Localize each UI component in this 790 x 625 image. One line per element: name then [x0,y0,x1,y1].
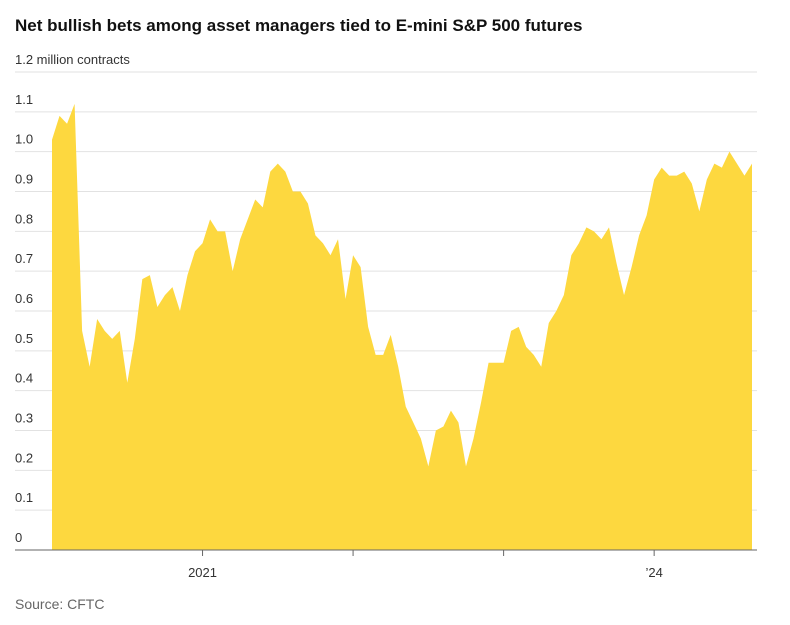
y-tick-label: 0.4 [15,371,33,386]
x-tick-label: ’24 [645,565,662,580]
y-tick-label: 0.3 [15,411,33,426]
chart-title: Net bullish bets among asset managers ti… [15,16,582,35]
y-tick-label: 0.5 [15,331,33,346]
y-tick-label: 1.0 [15,132,33,147]
y-tick-label: 0.8 [15,211,33,226]
x-tick-label: 2021 [188,565,217,580]
y-tick-label: 0.7 [15,251,33,266]
y-tick-label: 1.2 million contracts [15,52,130,67]
y-tick-label: 0.1 [15,490,33,505]
y-tick-label: 0.9 [15,172,33,187]
y-tick-label: 0 [15,530,22,545]
y-tick-label: 0.6 [15,291,33,306]
area [52,103,752,550]
y-tick-label: 0.2 [15,450,33,465]
y-tick-label: 1.1 [15,92,33,107]
source: Source: CFTC [15,596,104,612]
